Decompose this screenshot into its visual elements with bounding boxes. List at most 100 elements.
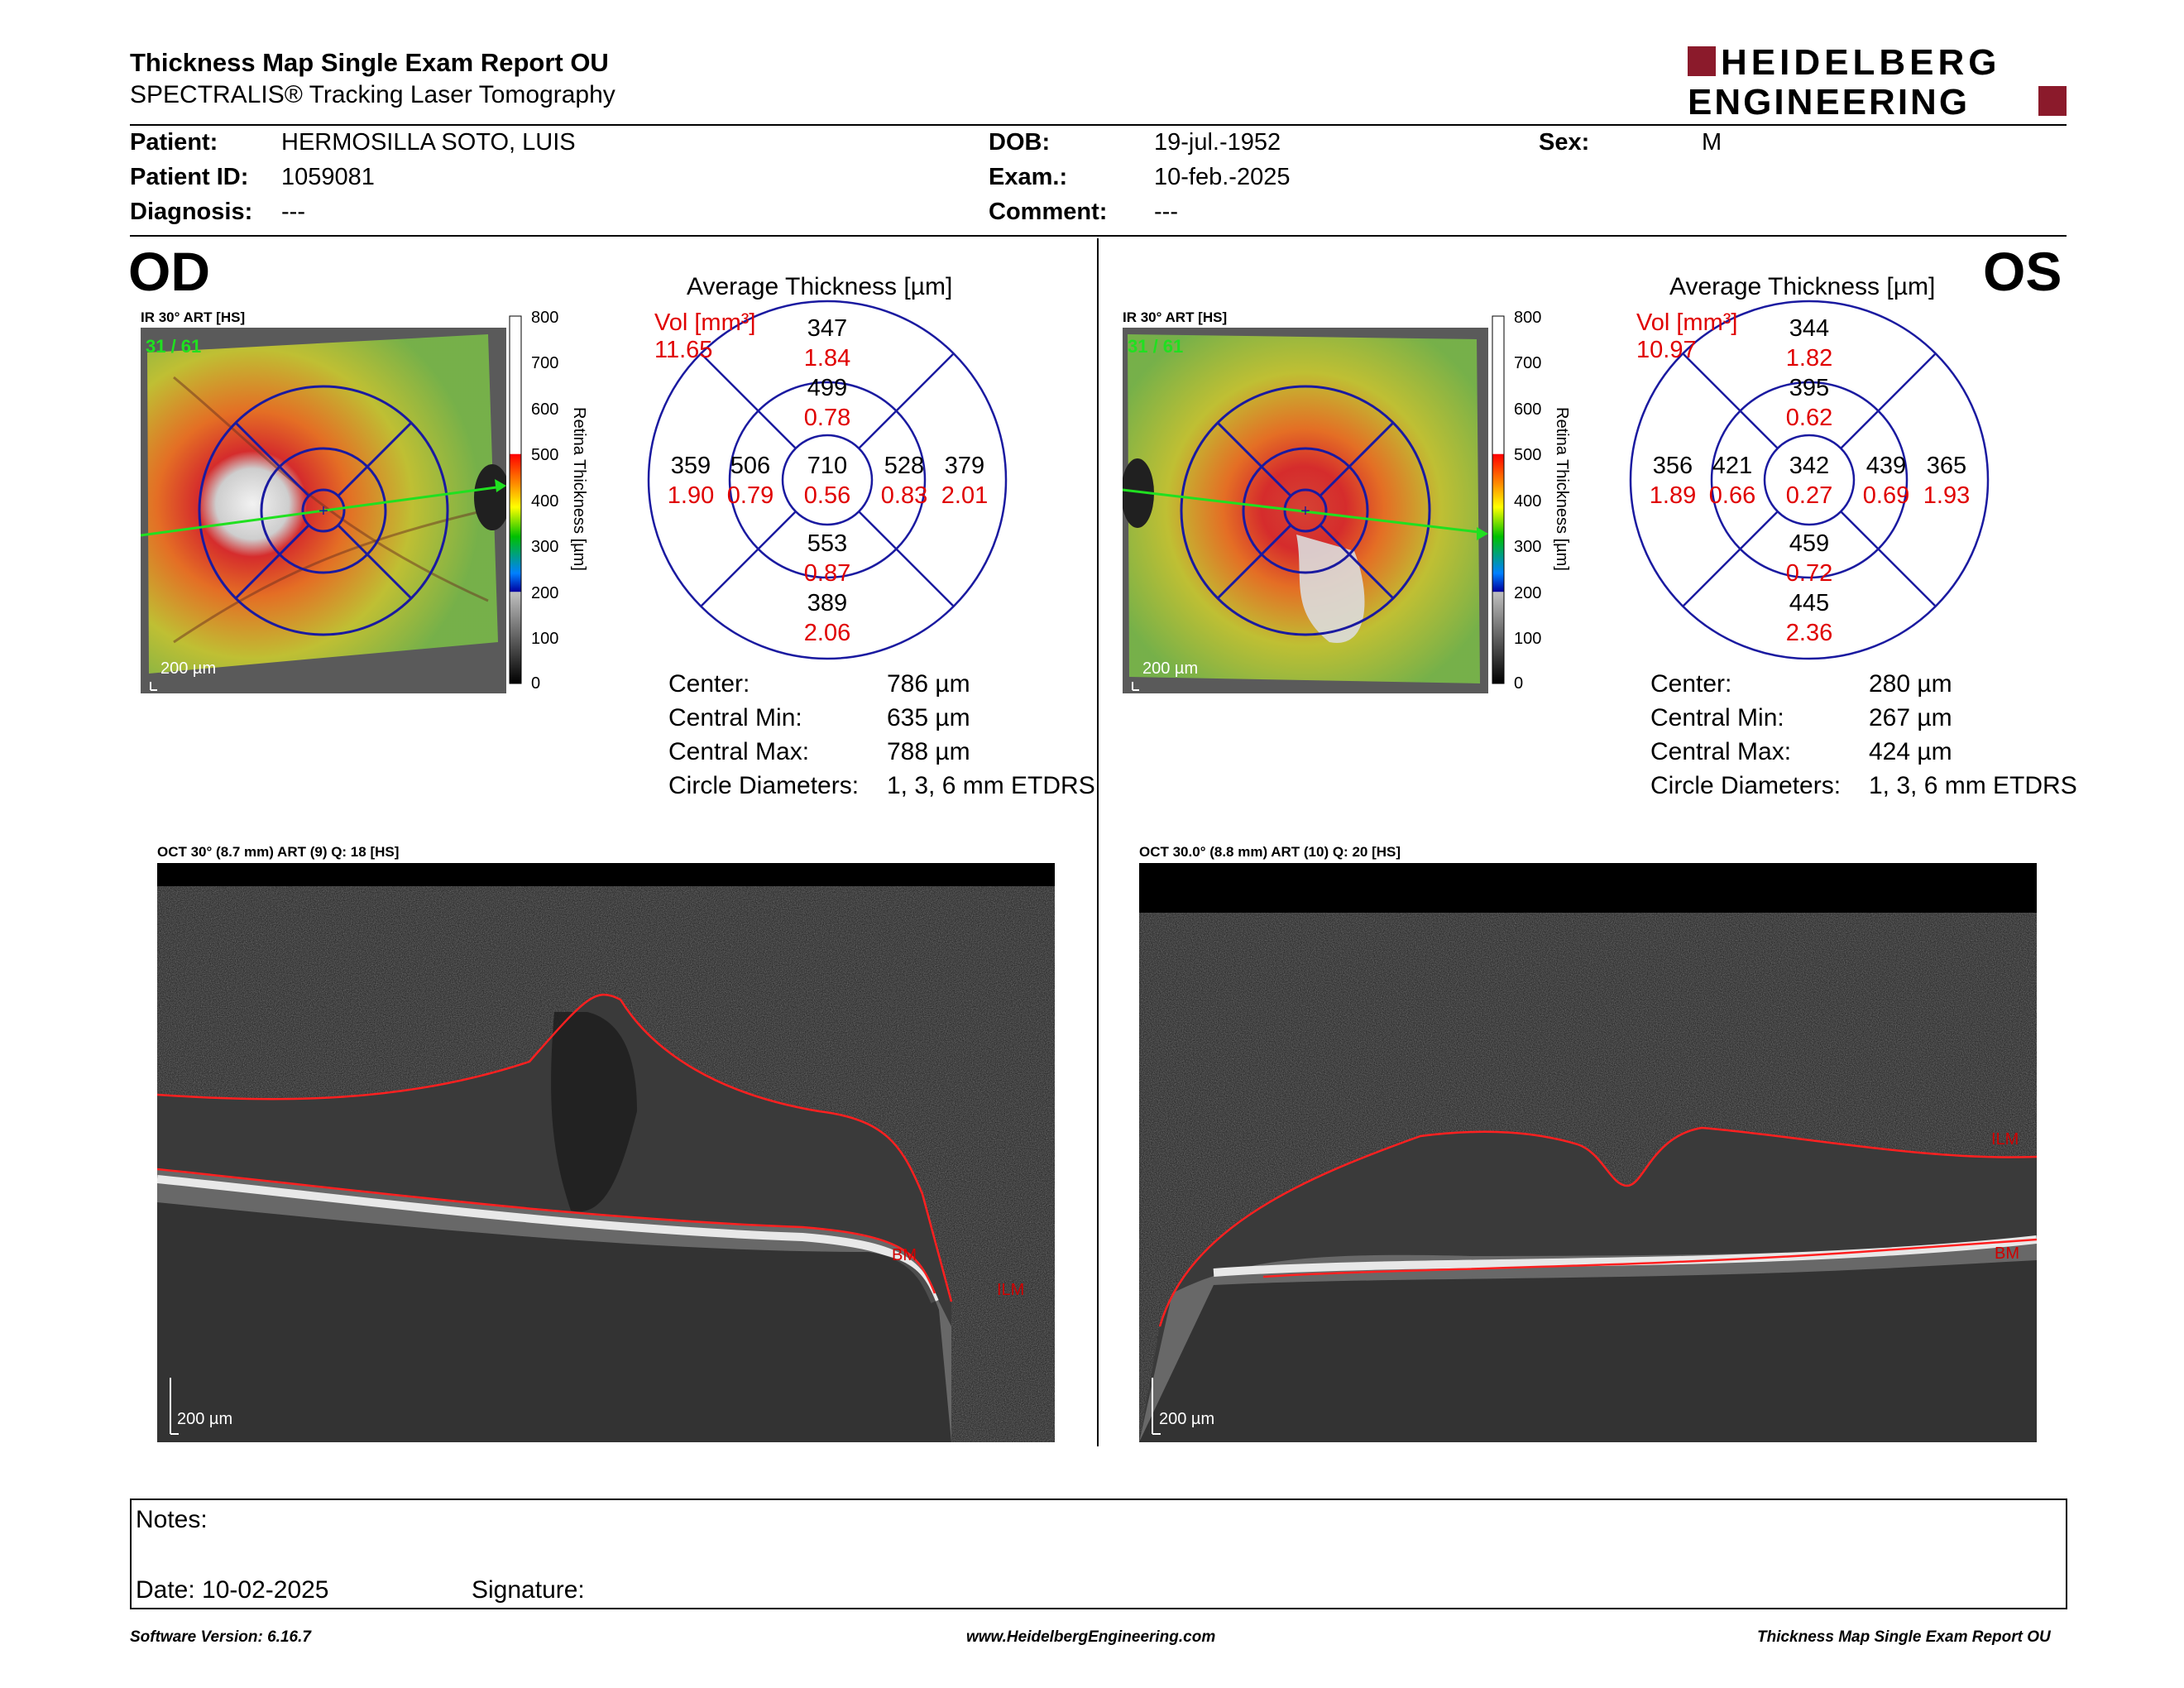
od-avg-title: Average Thickness [µm] — [687, 273, 953, 300]
os-inner-left-vol: 0.66 — [1709, 482, 1755, 509]
os-vol-total: 10.97 — [1636, 337, 1697, 363]
os-frame-count: 31 / 61 — [1128, 336, 1183, 357]
dob-label: DOB: — [989, 129, 1051, 156]
os-diam-value: 1, 3, 6 mm ETDRS — [1869, 772, 2077, 799]
os-cbar-label: Retina Thickness [µm] — [1553, 407, 1571, 571]
od-thickness-map: + 31 / 61 200 µm — [141, 328, 506, 693]
od-max-value: 788 µm — [887, 738, 970, 765]
od-center: 710 — [807, 453, 847, 479]
os-outer-left: 356 — [1653, 453, 1693, 479]
od-center-vol: 0.56 — [804, 482, 850, 509]
os-cbar-tick-600: 600 — [1514, 400, 1541, 419]
exam-label: Exam.: — [989, 164, 1068, 190]
od-cbar-tick-0: 0 — [531, 674, 540, 688]
od-cbar-tick-400: 400 — [531, 492, 558, 511]
os-thickness-map: + 31 / 61 200 µm — [1123, 328, 1488, 693]
od-inner-right-vol: 0.83 — [881, 482, 927, 509]
od-inner-left: 506 — [730, 453, 770, 479]
od-diam-value: 1, 3, 6 mm ETDRS — [887, 772, 1095, 799]
od-min-label: Central Min: — [668, 704, 802, 731]
comment-label: Comment: — [989, 199, 1108, 225]
os-cbar-tick-300: 300 — [1514, 538, 1541, 556]
eye-label-od: OD — [128, 241, 210, 302]
od-outer-sup: 347 — [807, 315, 847, 342]
patient-name: HERMOSILLA SOTO, LUIS — [281, 129, 576, 156]
os-outer-left-vol: 1.89 — [1650, 482, 1696, 509]
od-inner-sup: 499 — [807, 375, 847, 401]
notes-box[interactable] — [130, 1499, 2067, 1609]
od-cbar-tick-300: 300 — [531, 538, 558, 556]
os-outer-inf: 445 — [1789, 590, 1829, 616]
od-oct-title: OCT 30° (8.7 mm) ART (9) Q: 18 [HS] — [157, 844, 400, 860]
od-min-value: 635 µm — [887, 704, 970, 731]
od-inner-right: 528 — [884, 453, 924, 479]
report-title: Thickness Map Single Exam Report OU — [130, 48, 609, 77]
os-inner-sup: 395 — [1789, 375, 1829, 401]
os-center: 342 — [1789, 453, 1829, 479]
od-outer-sup-vol: 1.84 — [804, 345, 850, 372]
notes-label: Notes: — [136, 1506, 208, 1533]
od-ilm-label: ILM — [997, 1281, 1024, 1299]
os-ir-title: IR 30° ART [HS] — [1123, 309, 1228, 325]
od-cbar-tick-500: 500 — [531, 446, 558, 464]
os-center-value: 280 µm — [1869, 670, 1952, 698]
od-cbar-tick-200: 200 — [531, 584, 558, 602]
od-ir-title: IR 30° ART [HS] — [141, 309, 246, 325]
signature-label: Signature: — [472, 1576, 585, 1604]
os-center-label: Center: — [1650, 670, 1732, 698]
os-etdrs-grid: 344 1.82 395 0.62 356 1.89 421 0.66 342 … — [1629, 300, 1990, 660]
os-oct-bscan: ILM BM 200 µm — [1139, 863, 2037, 1442]
od-outer-right-vol: 2.01 — [941, 482, 988, 509]
sex-value: M — [1702, 129, 1722, 156]
eye-label-os: OS — [1983, 241, 2062, 302]
header-rule — [130, 124, 2067, 126]
dob-value: 19-jul.-1952 — [1154, 129, 1281, 156]
od-center-value: 786 µm — [887, 670, 970, 698]
os-cbar-tick-400: 400 — [1514, 492, 1541, 511]
od-cbar-tick-100: 100 — [531, 630, 558, 648]
os-avg-title: Average Thickness [µm] — [1669, 273, 1936, 300]
os-inner-inf-vol: 0.72 — [1786, 560, 1832, 587]
footer-software: Software Version: 6.16.7 — [130, 1628, 311, 1646]
od-vol-total: 11.65 — [654, 337, 713, 363]
os-inner-sup-vol: 0.62 — [1786, 405, 1832, 431]
os-inner-right: 439 — [1866, 453, 1906, 479]
os-ir-scale: 200 µm — [1142, 659, 1198, 678]
os-min-label: Central Min: — [1650, 704, 1784, 731]
od-colorbar: 800 700 600 500 400 300 200 100 0 Retina… — [509, 309, 588, 688]
od-max-label: Central Max: — [668, 738, 810, 765]
os-oct-title: OCT 30.0° (8.8 mm) ART (10) Q: 20 [HS] — [1139, 844, 1401, 860]
date-label: Date: 10-02-2025 — [136, 1576, 329, 1604]
os-ilm-label: ILM — [1991, 1130, 2019, 1149]
od-center-label: Center: — [668, 670, 750, 698]
diagnosis-value: --- — [281, 199, 305, 225]
footer-website[interactable]: www.HeidelbergEngineering.com — [966, 1628, 1216, 1646]
os-bm-label: BM — [1995, 1244, 2019, 1263]
patient-label: Patient: — [130, 129, 218, 156]
svg-text:+: + — [1300, 502, 1310, 520]
od-inner-inf: 553 — [807, 530, 847, 557]
os-diam-label: Circle Diameters: — [1650, 772, 1842, 799]
od-cbar-tick-800: 800 — [531, 309, 558, 327]
od-bm-label: BM — [892, 1246, 917, 1264]
diagnosis-label: Diagnosis: — [130, 199, 253, 225]
od-outer-inf-vol: 2.06 — [804, 620, 850, 646]
os-outer-right-vol: 1.93 — [1923, 482, 1970, 509]
od-diam-label: Circle Diameters: — [668, 772, 860, 799]
od-outer-left: 359 — [671, 453, 711, 479]
od-inner-sup-vol: 0.78 — [804, 405, 850, 431]
od-frame-count: 31 / 61 — [146, 336, 201, 357]
os-oct-scale: 200 µm — [1159, 1410, 1214, 1428]
os-cbar-tick-700: 700 — [1514, 354, 1541, 372]
od-outer-left-vol: 1.90 — [668, 482, 714, 509]
logo-line1: HEIDELBERG — [1721, 43, 2000, 83]
os-outer-inf-vol: 2.36 — [1786, 620, 1832, 646]
os-max-value: 424 µm — [1869, 738, 1952, 765]
os-outer-sup: 344 — [1789, 315, 1829, 342]
od-cbar-label: Retina Thickness [µm] — [570, 407, 588, 571]
patient-rule — [130, 235, 2067, 237]
os-center-vol: 0.27 — [1786, 482, 1832, 509]
eye-separator — [1097, 238, 1099, 1446]
os-inner-right-vol: 0.69 — [1863, 482, 1909, 509]
heidelberg-logo: HEIDELBERG ENGINEERING — [1688, 43, 2067, 119]
